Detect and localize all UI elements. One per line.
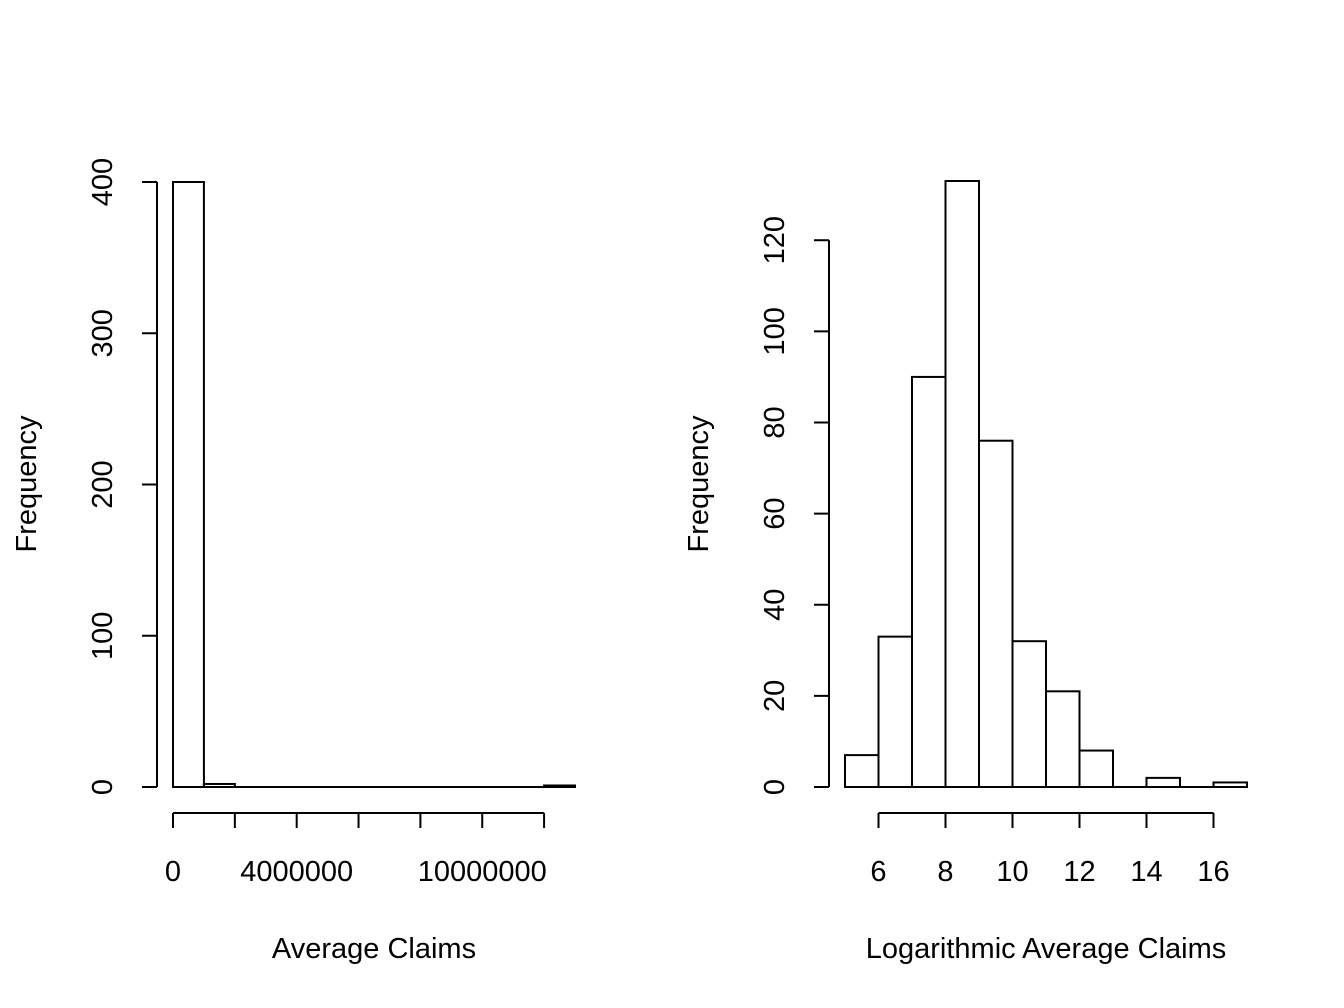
x-tick-label: 6 <box>870 856 886 888</box>
y-tick-label: 300 <box>87 309 119 357</box>
y-tick-label: 0 <box>87 779 119 795</box>
x-tick-label: 4000000 <box>240 856 353 888</box>
x-tick-label: 10000000 <box>418 856 547 888</box>
histogram-bar <box>1078 749 1114 789</box>
histogram-bar <box>1045 690 1081 789</box>
histogram-bar <box>1011 640 1047 788</box>
x-tick-label: 16 <box>1197 856 1229 888</box>
x-tick-label: 0 <box>165 856 181 888</box>
histogram-log-average-claims: 0 20 40 60 80 100 120 6 8 10 12 14 16 Logarithmic Ave… <box>683 180 1248 965</box>
y-tick-label: 20 <box>759 680 791 712</box>
y-tick-label: 0 <box>759 779 791 795</box>
histogram-bar <box>1145 776 1181 788</box>
y-tick-label: 200 <box>87 460 119 508</box>
histogram-average-claims: 0 100 200 300 400 0 4000000 10000000 Average Cla… <box>11 158 576 965</box>
histogram-bar <box>944 180 980 788</box>
y-axis-title: Frequency <box>683 415 715 553</box>
histogram-bar <box>844 754 880 789</box>
histogram-bar <box>978 439 1014 788</box>
histogram-bar <box>172 181 205 788</box>
x-tick-label: 12 <box>1063 856 1095 888</box>
histogram-bar <box>877 635 913 788</box>
x-axis-title: Logarithmic Average Claims <box>866 933 1227 965</box>
y-tick-label: 80 <box>759 406 791 438</box>
y-axis-title: Frequency <box>11 415 43 553</box>
histogram-bar <box>911 375 947 788</box>
x-tick-label: 10 <box>996 856 1028 888</box>
y-tick-label: 400 <box>87 158 119 206</box>
y-tick-label: 40 <box>759 589 791 621</box>
x-axis-title: Average Claims <box>272 933 476 965</box>
y-tick-label: 100 <box>87 612 119 660</box>
y-tick-label: 60 <box>759 497 791 529</box>
x-tick-label: 14 <box>1130 856 1162 888</box>
x-tick-label: 8 <box>937 856 953 888</box>
y-tick-label: 120 <box>759 216 791 264</box>
y-tick-label: 100 <box>759 307 791 355</box>
